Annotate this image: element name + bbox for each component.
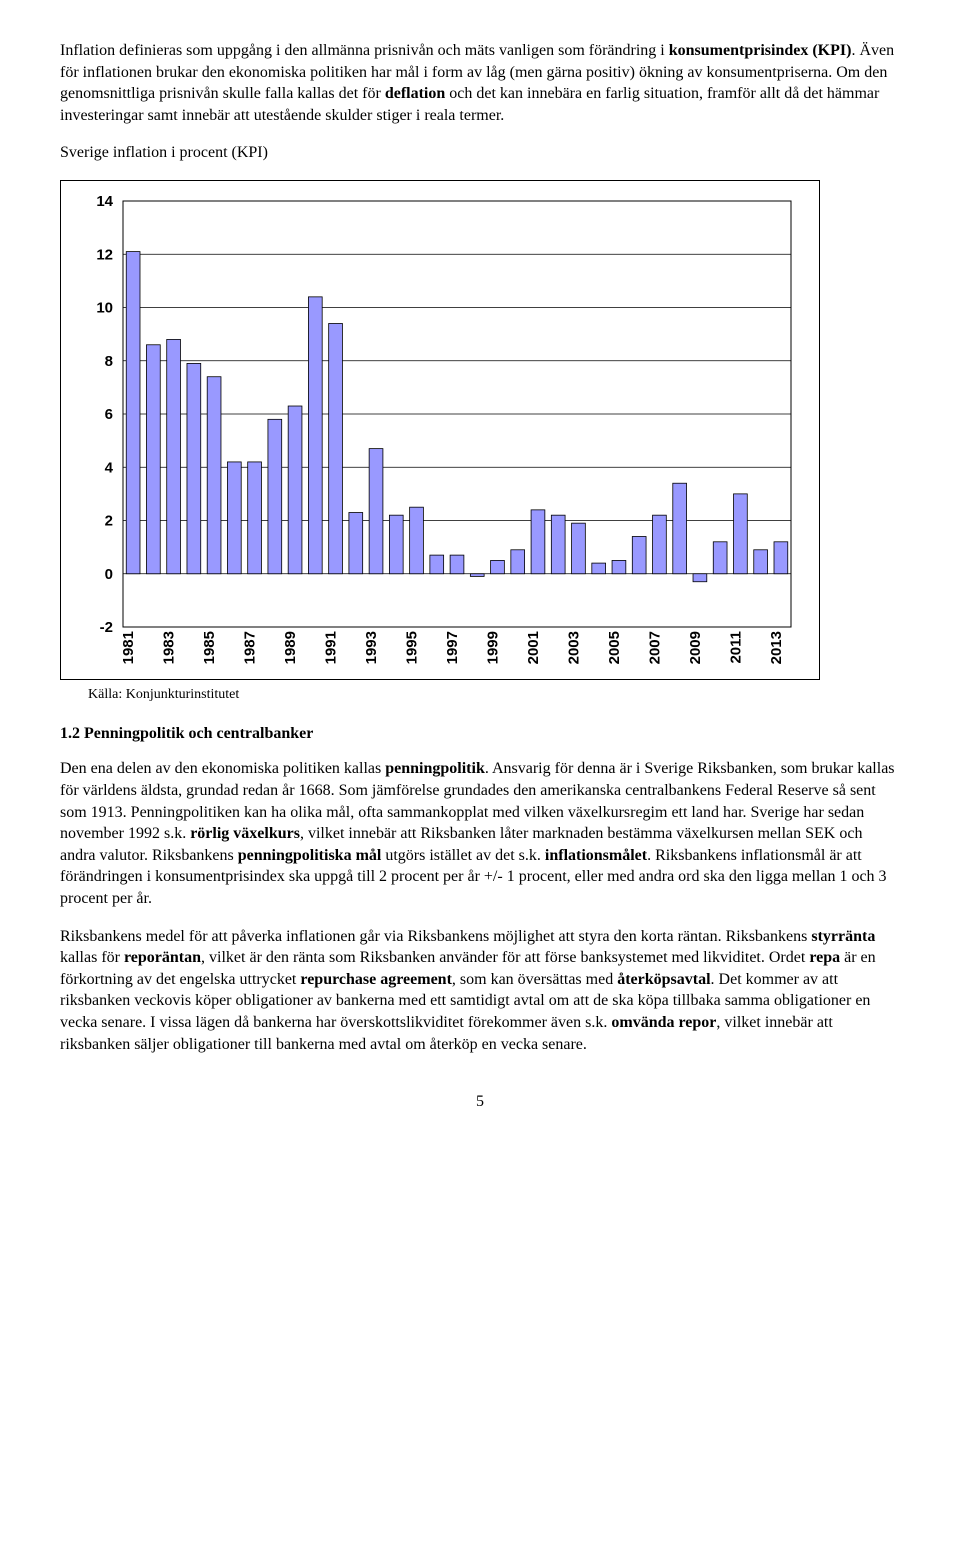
svg-text:1987: 1987 xyxy=(242,631,259,664)
svg-text:14: 14 xyxy=(96,195,113,210)
svg-text:-2: -2 xyxy=(100,619,113,636)
bold-term: rörlig växelkurs xyxy=(190,825,300,842)
svg-text:1995: 1995 xyxy=(404,631,421,664)
bold-term: repa xyxy=(809,949,840,966)
svg-text:2013: 2013 xyxy=(768,631,785,664)
inflation-bar-chart: -2 0 2 4 6 8 10 12 14 1981 1983 1985 1987 1989 1991 199… xyxy=(77,195,801,665)
svg-text:2011: 2011 xyxy=(727,631,744,664)
svg-text:1985: 1985 xyxy=(201,631,218,664)
page-number: 5 xyxy=(60,1091,900,1113)
svg-text:0: 0 xyxy=(105,566,113,583)
bold-kpi: konsumentprisindex (KPI) xyxy=(669,42,852,59)
svg-text:1991: 1991 xyxy=(323,631,340,664)
svg-text:1983: 1983 xyxy=(161,631,178,664)
bold-term: reporäntan xyxy=(124,949,201,966)
svg-text:12: 12 xyxy=(96,246,113,263)
text: , vilket är den ränta som Riksbanken anv… xyxy=(201,949,809,966)
svg-text:2001: 2001 xyxy=(525,631,542,664)
bold-term: penningpolitiska mål xyxy=(238,847,382,864)
bold-term: penningpolitik xyxy=(385,760,485,777)
svg-text:2009: 2009 xyxy=(687,631,704,664)
bold-term: styrränta xyxy=(811,928,875,945)
bold-deflation: deflation xyxy=(385,85,445,102)
svg-text:1999: 1999 xyxy=(484,631,501,664)
svg-text:1989: 1989 xyxy=(282,631,299,664)
bold-term: inflationsmålet xyxy=(545,847,647,864)
svg-text:2: 2 xyxy=(105,512,113,529)
chart-container: -2 0 2 4 6 8 10 12 14 1981 1983 1985 1987 1989 1991 199… xyxy=(60,180,820,680)
chart-title: Sverige inflation i procent (KPI) xyxy=(60,142,900,164)
svg-text:2005: 2005 xyxy=(606,631,623,664)
text: kallas för xyxy=(60,949,124,966)
svg-text:1981: 1981 xyxy=(120,631,137,664)
chart-source: Källa: Konjunkturinstitutet xyxy=(88,686,900,705)
svg-text:8: 8 xyxy=(105,353,113,370)
svg-text:1997: 1997 xyxy=(444,631,461,664)
svg-text:2007: 2007 xyxy=(646,631,663,664)
bold-term: omvända repor xyxy=(611,1014,716,1031)
bold-term: återköpsavtal xyxy=(617,971,710,988)
svg-text:1993: 1993 xyxy=(363,631,380,664)
svg-text:2003: 2003 xyxy=(565,631,582,664)
body-paragraph-2: Riksbankens medel för att påverka inflat… xyxy=(60,926,900,1056)
section-heading: 1.2 Penningpolitik och centralbanker xyxy=(60,723,900,745)
text: Riksbankens medel för att påverka inflat… xyxy=(60,928,811,945)
intro-paragraph: Inflation definieras som uppgång i den a… xyxy=(60,40,900,126)
svg-text:4: 4 xyxy=(105,459,114,476)
text: utgörs istället av det s.k. xyxy=(381,847,545,864)
bold-term: repurchase agreement xyxy=(300,971,452,988)
svg-text:6: 6 xyxy=(105,406,113,423)
svg-text:10: 10 xyxy=(96,299,113,316)
text: Inflation definieras som uppgång i den a… xyxy=(60,42,669,59)
body-paragraph-1: Den ena delen av den ekonomiska politike… xyxy=(60,758,900,909)
text: , som kan översättas med xyxy=(452,971,617,988)
text: Den ena delen av den ekonomiska politike… xyxy=(60,760,385,777)
